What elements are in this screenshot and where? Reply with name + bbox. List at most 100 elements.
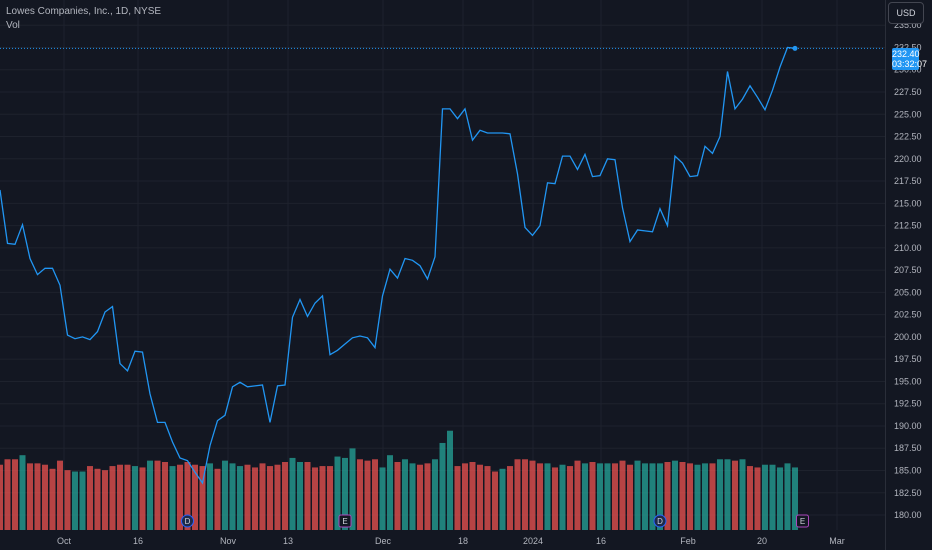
x-tick-label: Mar — [829, 536, 845, 546]
currency-button[interactable]: USD — [888, 2, 924, 24]
volume-bar — [169, 466, 176, 530]
countdown-timer: 03:32:07 — [892, 59, 928, 69]
volume-bar — [672, 460, 678, 530]
volume-bars — [0, 430, 798, 530]
x-tick-label: Feb — [680, 536, 696, 546]
y-tick-label: 197.50 — [894, 354, 922, 364]
x-tick-label: 18 — [458, 536, 468, 546]
volume-bar — [754, 467, 761, 530]
volume-bar — [762, 464, 768, 530]
volume-bar — [417, 464, 423, 530]
volume-bar — [147, 460, 153, 530]
volume-bar — [589, 462, 596, 530]
last-price-value: 232.40 — [892, 49, 920, 59]
volume-bar — [499, 468, 506, 530]
x-tick-label: Oct — [57, 536, 72, 546]
y-tick-label: 190.00 — [894, 421, 922, 431]
y-tick-label: 235.00 — [894, 20, 922, 30]
volume-bar — [184, 462, 191, 530]
volume-bar — [79, 471, 86, 530]
volume-bar — [19, 455, 26, 530]
volume-bar — [372, 459, 378, 530]
volume-bar — [649, 463, 656, 530]
volume-bar — [27, 463, 33, 530]
volume-bar — [357, 459, 363, 530]
volume-bar — [349, 448, 356, 530]
y-tick-label: 205.00 — [894, 287, 922, 297]
volume-bar — [237, 466, 243, 530]
volume-bar — [312, 467, 318, 530]
volume-bar — [162, 462, 168, 530]
volume-bar — [72, 471, 78, 530]
symbol-title[interactable]: Lowes Companies, Inc., 1D, NYSE — [6, 6, 162, 17]
volume-bar — [319, 466, 326, 530]
y-tick-label: 180.00 — [894, 510, 922, 520]
volume-bar — [642, 463, 648, 530]
volume-bar — [409, 463, 416, 530]
volume-bar — [462, 463, 468, 530]
volume-bar — [42, 464, 48, 530]
event-marker-label: E — [800, 517, 805, 526]
volume-bar — [327, 466, 333, 530]
volume-legend[interactable]: Vol — [6, 20, 20, 31]
y-tick-label: 222.50 — [894, 132, 922, 142]
volume-bar — [529, 460, 536, 530]
volume-bar — [222, 460, 228, 530]
volume-bar — [769, 464, 776, 530]
volume-bar — [267, 466, 273, 530]
volume-bar — [792, 467, 798, 530]
volume-bar — [739, 459, 746, 530]
volume-bar — [289, 457, 296, 530]
dividend-marker — [653, 514, 667, 528]
volume-bar — [597, 463, 603, 530]
volume-bar — [282, 462, 288, 530]
y-tick-label: 207.50 — [894, 265, 922, 275]
y-tick-label: 195.00 — [894, 376, 922, 386]
volume-bar — [229, 463, 236, 530]
volume-bar — [612, 463, 618, 530]
x-tick-label: 16 — [596, 536, 606, 546]
volume-bar — [732, 460, 738, 530]
time-axis[interactable]: Oct 16 Nov 13 Dec 18 2024 16 Feb 20 Mar — [57, 536, 845, 546]
volume-bar — [574, 460, 581, 530]
volume-bar — [402, 459, 408, 530]
volume-bar — [694, 464, 701, 530]
volume-bar — [132, 466, 138, 530]
x-tick-label: 13 — [283, 536, 293, 546]
price-series-line — [0, 46, 796, 485]
volume-bar — [57, 460, 63, 530]
y-tick-label: 217.50 — [894, 176, 922, 186]
volume-bar — [747, 466, 753, 530]
y-tick-label: 227.50 — [894, 87, 922, 97]
volume-bar — [244, 464, 251, 530]
y-tick-label: 187.50 — [894, 443, 922, 453]
volume-bar — [0, 464, 3, 530]
volume-bar — [394, 462, 401, 530]
volume-bar — [544, 463, 551, 530]
price-axis[interactable]: 235.00232.50230.00227.50225.00222.50220.… — [894, 20, 922, 520]
y-tick-label: 192.50 — [894, 399, 922, 409]
volume-bar — [297, 462, 303, 530]
volume-bar — [559, 464, 566, 530]
volume-bar — [439, 442, 446, 530]
y-tick-label: 202.50 — [894, 310, 922, 320]
volume-bar — [12, 459, 18, 530]
volume-bar — [387, 455, 393, 530]
event-marker-label: D — [185, 517, 191, 526]
x-tick-label: Nov — [220, 536, 237, 546]
x-tick-label: 2024 — [523, 536, 543, 546]
volume-bar — [109, 466, 116, 530]
volume-bar — [94, 468, 101, 530]
dividend-marker — [181, 514, 194, 528]
volume-bar — [702, 463, 708, 530]
y-tick-label: 185.00 — [894, 466, 922, 476]
last-price-label: 232.40 03:32:07 — [892, 48, 928, 70]
volume-bar — [514, 459, 521, 530]
volume-bar — [342, 457, 348, 530]
volume-bar — [627, 464, 633, 530]
volume-bar — [664, 462, 671, 530]
volume-bar — [469, 462, 476, 530]
volume-bar — [214, 468, 221, 530]
